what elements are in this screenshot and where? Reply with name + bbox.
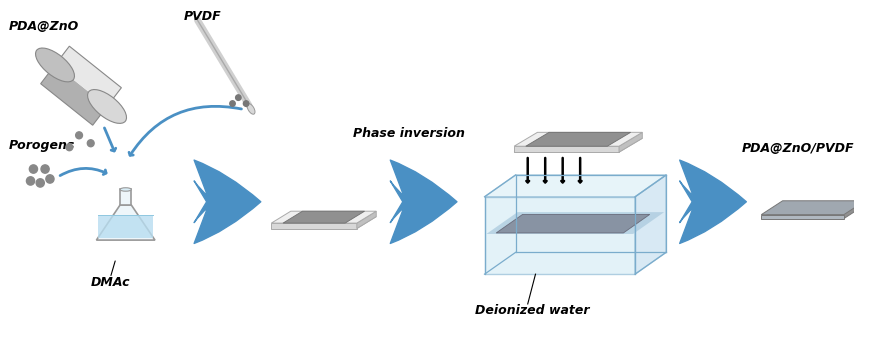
Polygon shape — [496, 214, 649, 233]
Ellipse shape — [120, 188, 132, 191]
Polygon shape — [514, 146, 618, 152]
Polygon shape — [98, 215, 153, 238]
Polygon shape — [40, 65, 107, 125]
Polygon shape — [760, 215, 843, 219]
Polygon shape — [484, 197, 634, 274]
Circle shape — [26, 177, 34, 185]
Polygon shape — [271, 217, 376, 229]
Polygon shape — [486, 212, 663, 234]
Circle shape — [87, 140, 94, 147]
Polygon shape — [525, 132, 630, 146]
Text: PDA@ZnO/PVDF: PDA@ZnO/PVDF — [740, 142, 853, 155]
Circle shape — [66, 144, 73, 151]
Polygon shape — [514, 132, 642, 146]
Polygon shape — [282, 211, 364, 223]
Text: Phase inversion: Phase inversion — [353, 127, 464, 140]
Circle shape — [41, 165, 49, 173]
Polygon shape — [120, 189, 132, 205]
Circle shape — [243, 101, 248, 106]
Text: PDA@ZnO: PDA@ZnO — [9, 20, 79, 33]
Polygon shape — [634, 175, 666, 274]
Circle shape — [36, 179, 44, 187]
Polygon shape — [618, 132, 642, 152]
Ellipse shape — [246, 104, 254, 114]
Polygon shape — [96, 205, 155, 240]
Polygon shape — [55, 46, 121, 107]
Text: DMAc: DMAc — [90, 276, 130, 289]
Text: Deionized water: Deionized water — [474, 304, 589, 317]
Circle shape — [29, 165, 38, 173]
Polygon shape — [271, 223, 356, 229]
Polygon shape — [484, 175, 666, 197]
Text: Porogens: Porogens — [9, 139, 75, 152]
Ellipse shape — [35, 48, 75, 82]
Polygon shape — [356, 211, 376, 229]
Polygon shape — [760, 201, 864, 215]
Circle shape — [230, 101, 235, 106]
Circle shape — [75, 132, 82, 139]
Ellipse shape — [88, 90, 126, 124]
Text: PVDF: PVDF — [184, 10, 221, 23]
Polygon shape — [271, 211, 376, 223]
Circle shape — [235, 95, 241, 100]
Polygon shape — [760, 205, 864, 219]
Circle shape — [46, 175, 54, 183]
Polygon shape — [514, 138, 642, 152]
